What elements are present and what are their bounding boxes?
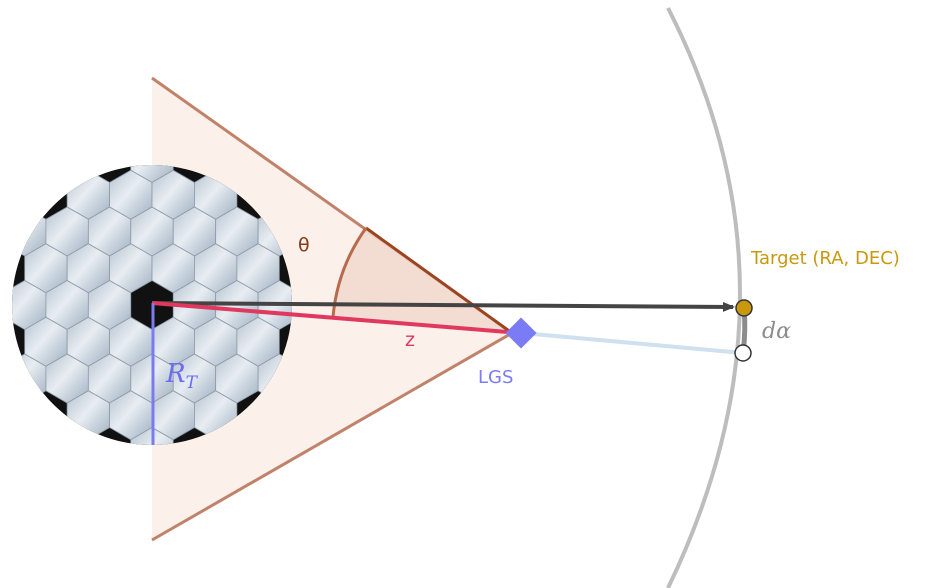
radius-label-sub: T	[186, 373, 199, 393]
theta-edge	[365, 226, 513, 335]
dalpha-label: dα	[762, 319, 791, 344]
lgs-beam	[521, 331, 744, 355]
pointing-arrow	[151, 301, 735, 312]
lgs-label: LGS	[478, 367, 513, 388]
cone-fill	[152, 78, 512, 540]
lgs-marker	[505, 317, 537, 349]
lgs-sky-marker	[734, 344, 752, 362]
theta-arc	[331, 227, 368, 318]
radius-label: RT	[165, 359, 199, 393]
theta-label: θ	[298, 234, 310, 256]
radius-label-main: R	[165, 359, 186, 389]
sky-arc	[666, 7, 742, 588]
target-marker	[735, 299, 753, 317]
cone-lower-edge	[151, 331, 513, 542]
target-label: Target (RA, DEC)	[750, 248, 900, 269]
z-label: z	[405, 329, 415, 351]
z-line	[151, 301, 521, 335]
theta-wedge	[333, 228, 512, 333]
mirror-segment	[130, 427, 174, 445]
